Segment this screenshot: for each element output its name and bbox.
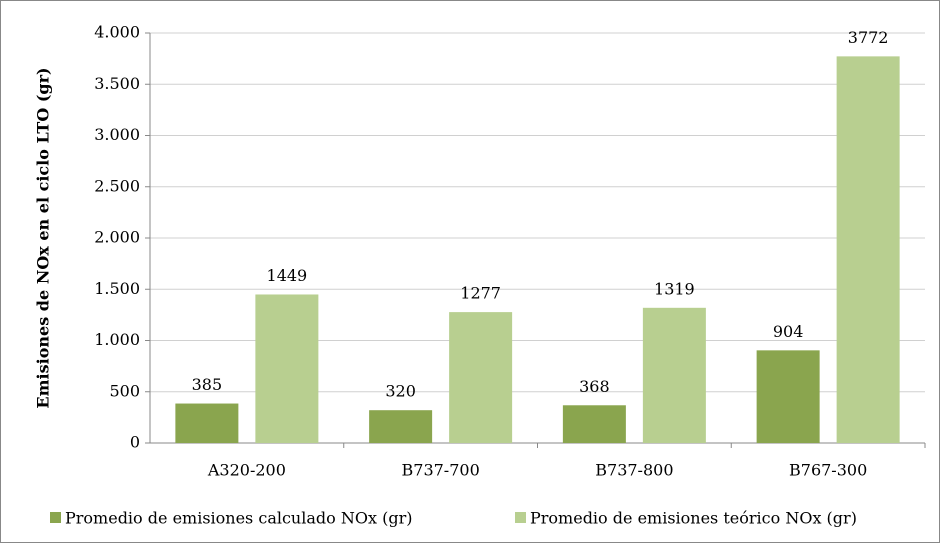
legend-label: Promedio de emisiones teórico NOx (gr) <box>530 509 857 528</box>
data-label: 904 <box>773 322 804 341</box>
x-tick-label: B737-700 <box>402 461 480 480</box>
legend-label: Promedio de emisiones calculado NOx (gr) <box>65 509 412 528</box>
x-tick-label: B767-300 <box>789 461 867 480</box>
data-label: 3772 <box>848 28 889 47</box>
bar <box>642 307 706 443</box>
legend-swatch <box>50 512 61 523</box>
y-tick-label: 0 <box>130 433 140 452</box>
bar <box>449 312 513 443</box>
data-label: 320 <box>385 382 416 401</box>
data-label: 1449 <box>267 266 308 285</box>
bar <box>836 56 900 444</box>
legend-swatch <box>515 512 526 523</box>
data-label: 1277 <box>460 284 501 303</box>
bar <box>175 403 239 443</box>
y-axis-title: Emisiones de NOx en el ciclo LTO (gr) <box>34 67 53 408</box>
y-tick-label: 3.000 <box>94 125 140 144</box>
x-tick-label: B737-800 <box>595 461 673 480</box>
y-tick-label: 2.500 <box>94 176 140 195</box>
y-tick-label: 1.000 <box>94 330 140 349</box>
x-tick-label: A320-200 <box>207 461 286 480</box>
y-tick-label: 500 <box>109 381 140 400</box>
bar <box>562 405 626 443</box>
y-tick-label: 1.500 <box>94 279 140 298</box>
y-tick-label: 3.500 <box>94 74 140 93</box>
bar <box>369 410 433 443</box>
data-label: 385 <box>192 375 223 394</box>
bar <box>756 350 820 443</box>
y-tick-label: 4.000 <box>94 23 140 42</box>
data-label: 368 <box>579 377 610 396</box>
y-tick-label: 2.000 <box>94 228 140 247</box>
data-label: 1319 <box>654 279 695 298</box>
bar <box>255 294 319 443</box>
